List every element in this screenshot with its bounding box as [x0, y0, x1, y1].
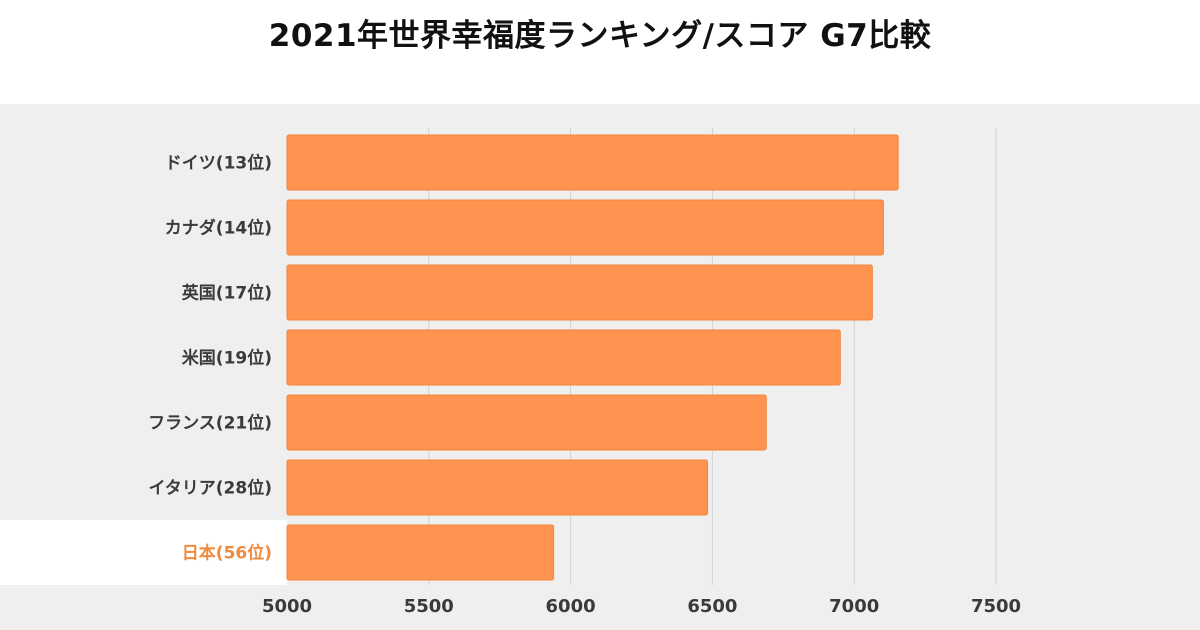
chart-title: 2021年世界幸福度ランキング/スコア G7比較: [268, 18, 932, 54]
category-label: 英国(17位): [182, 283, 272, 304]
bar: [286, 134, 899, 191]
category-label: フランス(21位): [148, 413, 272, 434]
bar: [286, 329, 841, 386]
x-tick-label: 7500: [971, 596, 1021, 617]
x-tick-label: 6000: [546, 596, 596, 617]
highlight-band: [0, 520, 287, 585]
x-tick-label: 5000: [262, 596, 312, 617]
x-tick-label: 7000: [829, 596, 879, 617]
category-label: イタリア(28位): [148, 478, 272, 499]
bar: [286, 524, 555, 581]
x-tick-label: 6500: [687, 596, 737, 617]
bar: [286, 459, 709, 516]
bar: [286, 264, 873, 321]
category-label: 日本(56位): [182, 543, 272, 564]
bar: [286, 394, 767, 451]
category-label: カナダ(14位): [165, 218, 272, 239]
bar: [286, 199, 884, 256]
x-tick-label: 5500: [404, 596, 454, 617]
category-label: ドイツ(13位): [165, 153, 272, 174]
category-label: 米国(19位): [182, 348, 272, 369]
